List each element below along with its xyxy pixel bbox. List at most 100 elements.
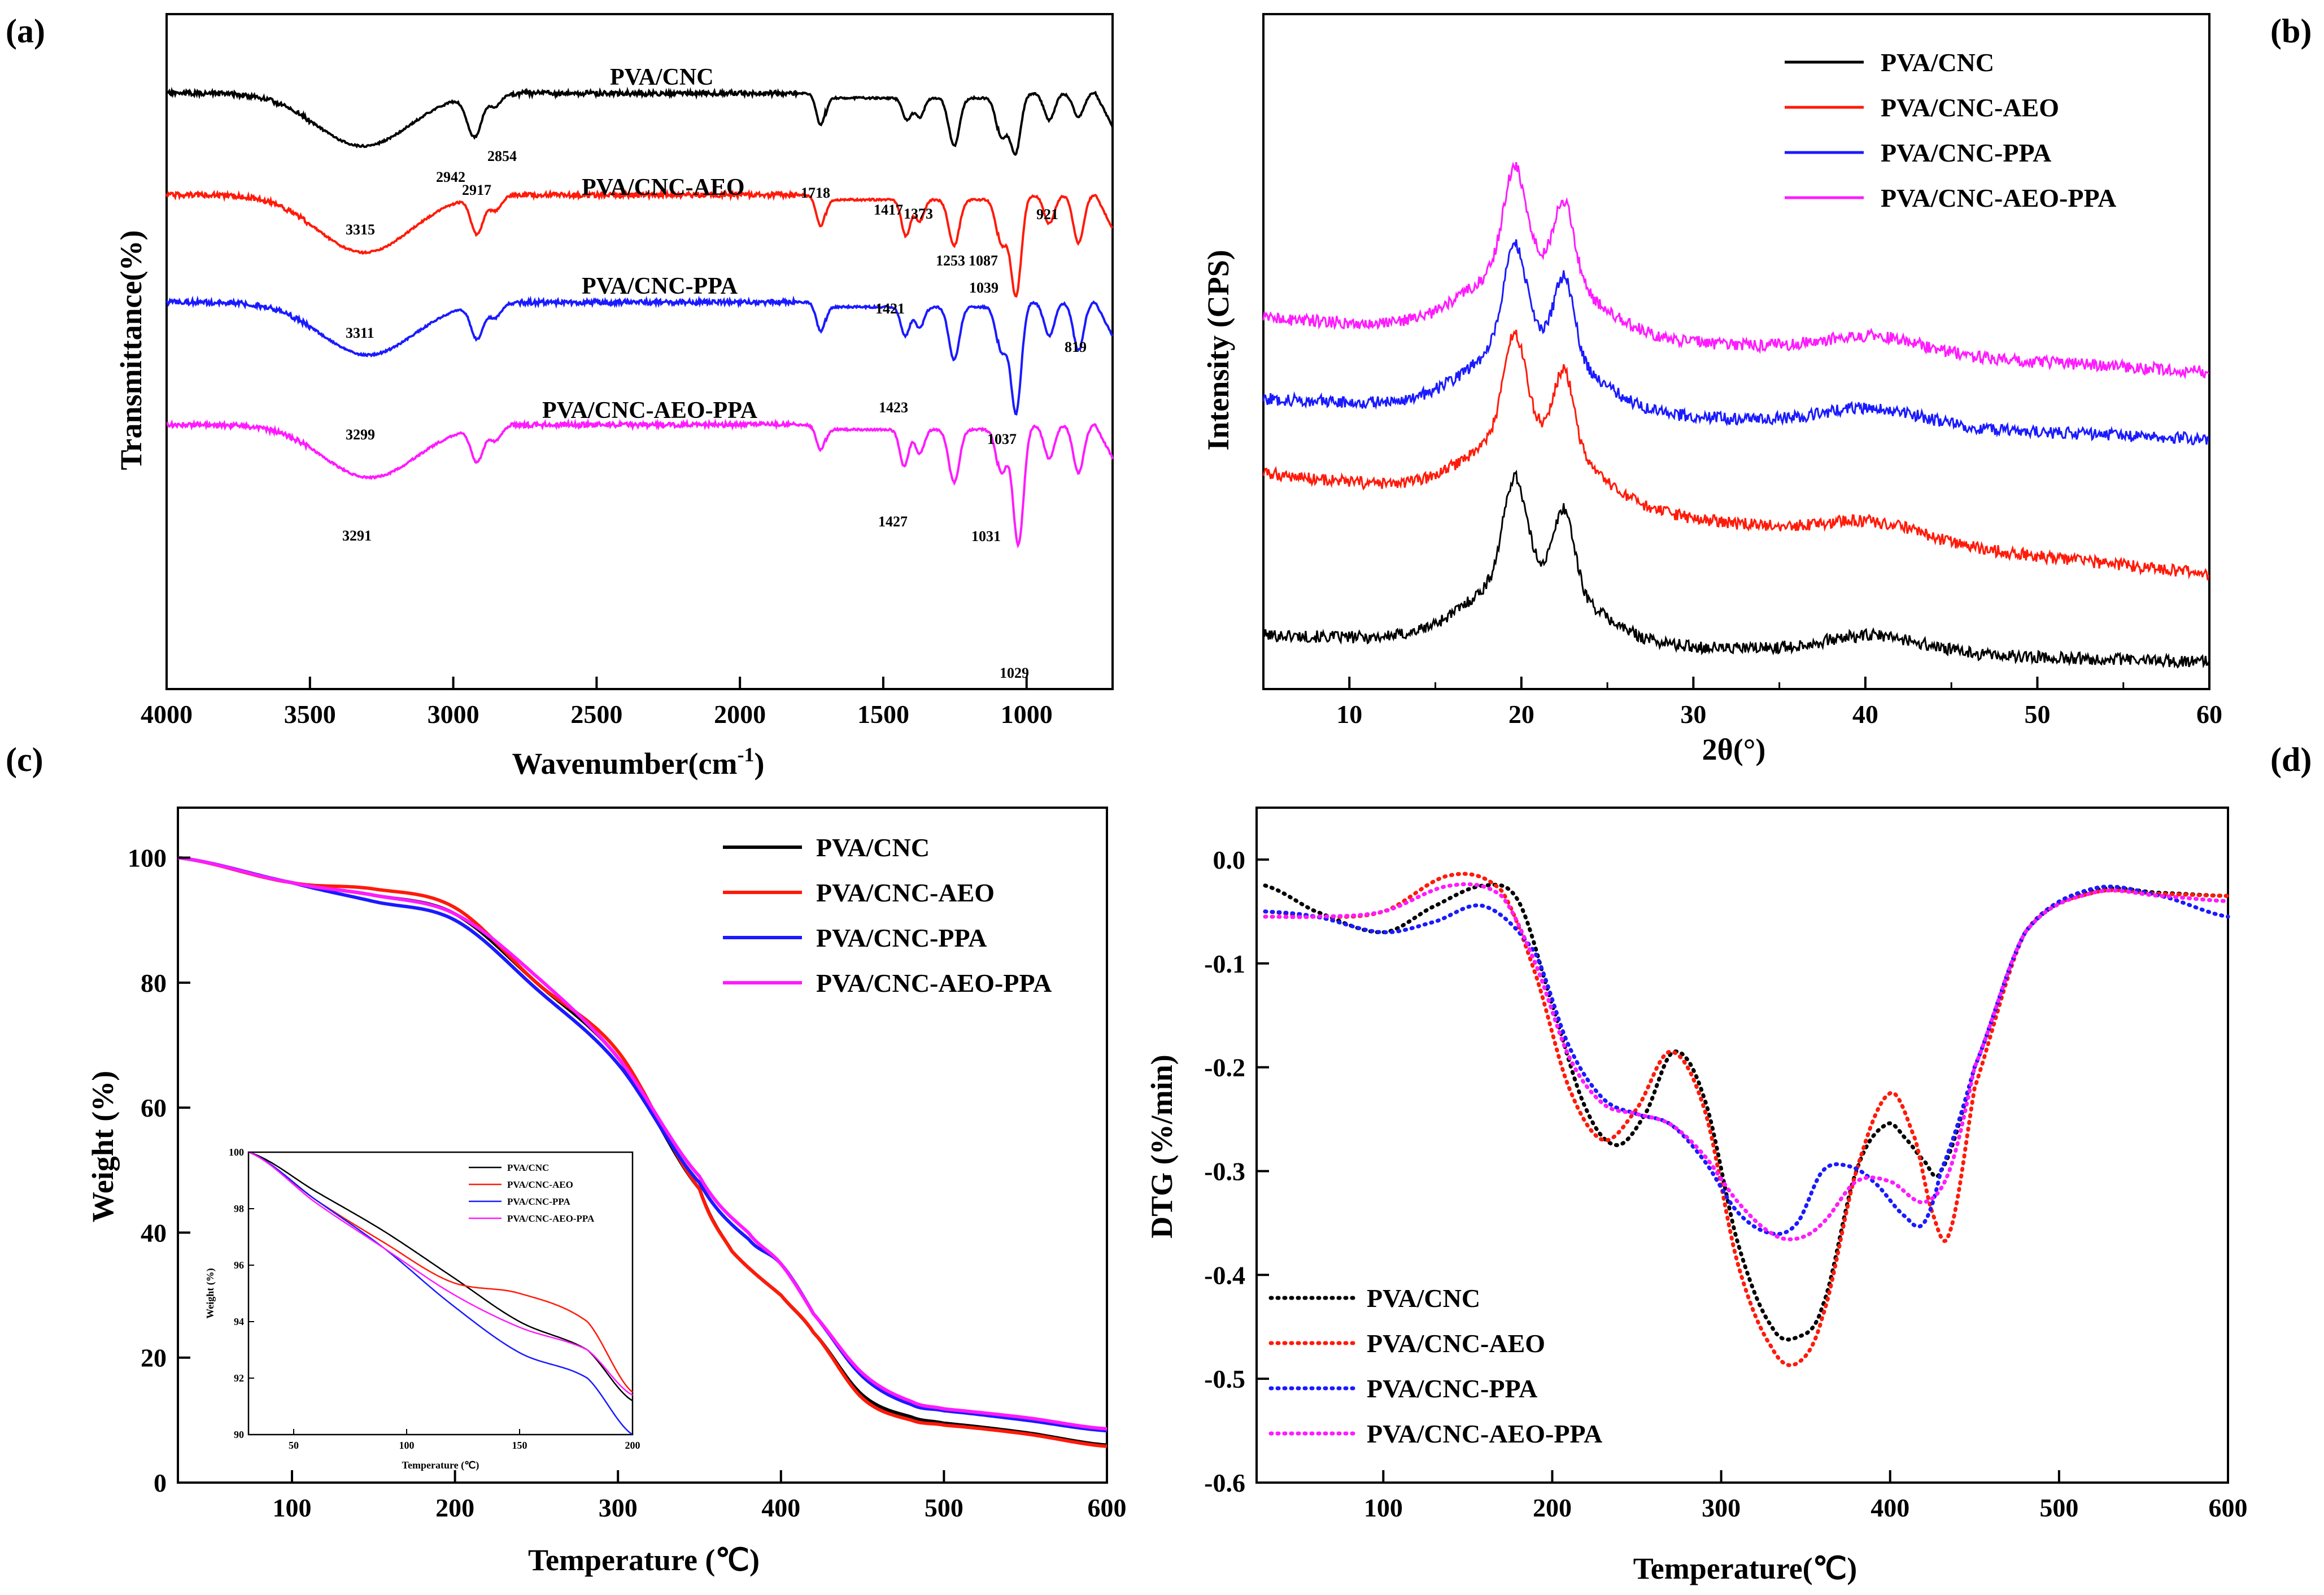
- inset-x-label: Temperature (℃): [402, 1459, 479, 1471]
- y-tick-label: 100: [128, 844, 167, 873]
- panel-a-curve-label-2: PVA/CNC-AEO: [582, 175, 745, 201]
- inset-y-label: Weight (%): [204, 1268, 216, 1319]
- inset-series-line: [248, 1151, 633, 1436]
- y-tick-label: -0.4: [1204, 1261, 1245, 1289]
- ftir-series-line: [166, 418, 1114, 549]
- inset-y-tick-label: 98: [234, 1203, 244, 1214]
- inset-y-tick-label: 94: [234, 1316, 244, 1327]
- x-tick-label: 300: [599, 1493, 638, 1522]
- inset-ticks: 50 100 150 200 90 92 94 96 98 100: [229, 1147, 640, 1451]
- legend-label: PVA/CNC-PPA: [1881, 138, 2051, 167]
- panel-d-plot: [1263, 871, 2230, 1367]
- peak-label: 2942: [436, 169, 465, 185]
- xrd-series-line: [1262, 329, 2210, 581]
- panel-a-label: (a): [6, 12, 45, 50]
- xrd-series-line: [1262, 239, 2210, 446]
- x-tick-label: 40: [1852, 700, 1878, 729]
- x-tick-label: 1000: [1001, 700, 1053, 729]
- x-tick-label: 20: [1508, 700, 1534, 729]
- panel-c-label: (c): [6, 741, 43, 778]
- x-tick-label: 4000: [141, 700, 193, 729]
- panel-d-x-label: Temperature(℃): [1633, 1552, 1858, 1585]
- panel-a-curve-label-1: PVA/CNC: [610, 64, 714, 90]
- legend-label: PVA/CNC-AEO: [816, 878, 995, 907]
- panel-c-x-label: Temperature (℃): [528, 1543, 760, 1577]
- peak-label: 819: [1065, 339, 1087, 355]
- x-tick-label: 200: [1533, 1493, 1572, 1522]
- x-tick-label: 600: [2209, 1493, 2248, 1522]
- panel-b-x-label: 2θ(°): [1702, 733, 1766, 766]
- legend-label: PVA/CNC-AEO-PPA: [1881, 184, 2116, 212]
- x-tick-label: 400: [1870, 1493, 1909, 1522]
- legend-label: PVA/CNC-AEO: [1881, 93, 2059, 122]
- panel-a-plot: [165, 86, 1114, 549]
- inset-legend: PVA/CNC PVA/CNC-AEO PVA/CNC-PPA PVA/CNC-…: [469, 1162, 595, 1224]
- peak-label: 2854: [487, 148, 517, 164]
- legend-label: PVA/CNC-PPA: [507, 1196, 570, 1207]
- inset-x-tick-label: 100: [399, 1440, 415, 1451]
- panel-a-x-label: Wavenumber(cm-1): [512, 743, 765, 781]
- y-tick-label: -0.1: [1204, 949, 1245, 978]
- panel-d-y-label: DTG (%/min): [1145, 1054, 1179, 1239]
- inset-plot: [248, 1151, 633, 1436]
- legend-label: PVA/CNC-AEO-PPA: [1367, 1419, 1602, 1448]
- peak-label: 1087: [969, 252, 998, 269]
- panel-c-legend: PVA/CNC PVA/CNC-AEO PVA/CNC-PPA PVA/CNC-…: [723, 833, 1052, 997]
- x-tick-label: 300: [1702, 1493, 1741, 1522]
- y-tick-label: 20: [141, 1344, 167, 1372]
- inset-y-tick-label: 90: [234, 1429, 244, 1440]
- inset-y-tick-label: 100: [229, 1147, 244, 1158]
- peak-label: 3291: [342, 528, 372, 544]
- y-tick-label: 0: [154, 1468, 167, 1497]
- legend-label: PVA/CNC: [1367, 1284, 1480, 1313]
- y-tick-label: 40: [141, 1218, 167, 1247]
- panel-c: (c) 100 200 300 400 500 600 0 20 40 60 80 100 Weigh…: [6, 741, 1127, 1577]
- panel-b-plot: [1262, 162, 2210, 669]
- peak-label: 1039: [969, 280, 999, 296]
- panel-b-label: (b): [2270, 12, 2312, 50]
- y-tick-label: -0.6: [1204, 1468, 1245, 1497]
- y-tick-label: 80: [141, 969, 167, 997]
- peak-label: 1037: [987, 431, 1017, 447]
- peak-label: 3315: [346, 221, 375, 238]
- panel-a-curve-label-4: PVA/CNC-AEO-PPA: [542, 398, 758, 424]
- peak-label: 1029: [1000, 665, 1029, 681]
- tga-series-line: [177, 856, 1108, 1431]
- peak-label: 1417: [874, 202, 903, 218]
- inset-series-line: [248, 1151, 633, 1396]
- dtg-series-line: [1263, 884, 2230, 1236]
- x-tick-label: 30: [1680, 700, 1706, 729]
- x-tick-label: 500: [925, 1493, 963, 1522]
- inset-series-line: [248, 1151, 633, 1402]
- panel-b: (b) 10 20 30 40 50 60 Intensity (CPS) 2θ(°) P…: [1201, 12, 2312, 766]
- dtg-series-line: [1263, 882, 2230, 1241]
- x-tick-label: 2500: [570, 700, 622, 729]
- legend-label: PVA/CNC-AEO-PPA: [507, 1213, 595, 1224]
- panel-c-ticks: 100 200 300 400 500 600 0 20 40 60 80 100: [128, 844, 1127, 1522]
- panel-a-frame: [165, 13, 1114, 690]
- x-tick-label: 2000: [714, 700, 766, 729]
- ftir-series-line: [166, 86, 1114, 156]
- peak-label: 1423: [879, 399, 908, 416]
- inset-x-tick-label: 50: [289, 1440, 299, 1451]
- panel-b-y-label: Intensity (CPS): [1201, 250, 1235, 451]
- x-tick-label: 3500: [284, 700, 336, 729]
- panel-c-y-label: Weight (%): [86, 1071, 120, 1222]
- panel-a-curve-label-3: PVA/CNC-PPA: [582, 273, 738, 299]
- peak-label: 3311: [346, 325, 374, 341]
- y-tick-label: 0.0: [1213, 846, 1246, 874]
- peak-label: 921: [1036, 206, 1058, 223]
- x-tick-label: 500: [2039, 1493, 2078, 1522]
- peak-label: 1718: [801, 185, 830, 201]
- x-tick-label: 600: [1088, 1493, 1127, 1522]
- legend-label: PVA/CNC: [507, 1162, 549, 1173]
- y-tick-label: -0.3: [1204, 1157, 1245, 1186]
- x-tick-label: 400: [761, 1493, 800, 1522]
- panel-d-frame: [1255, 807, 2229, 1484]
- y-tick-label: -0.2: [1204, 1053, 1245, 1082]
- inset-y-tick-label: 96: [234, 1260, 244, 1271]
- y-tick-label: -0.5: [1204, 1365, 1245, 1393]
- panel-c-frame: [177, 807, 1108, 1484]
- inset-y-tick-label: 92: [234, 1372, 244, 1384]
- panel-d: (d) 100 200 300 400 500 600 0.0 -0.1 -0.2 -0.3 -0.…: [1145, 741, 2312, 1585]
